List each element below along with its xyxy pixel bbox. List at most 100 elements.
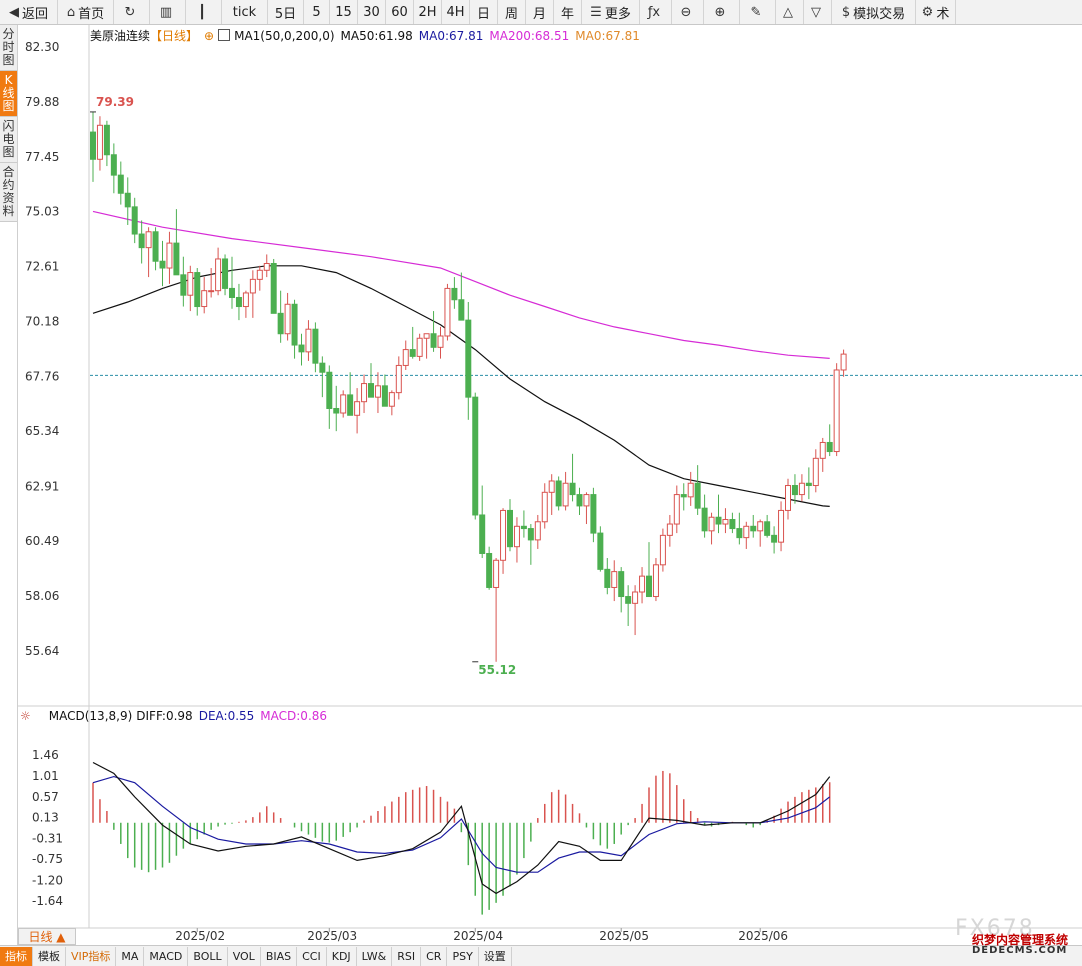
zoom-out-button[interactable]: ⊖	[672, 0, 704, 24]
candle	[541, 483, 548, 529]
period-label: 【日线】	[150, 29, 199, 43]
toolbar-button-9[interactable]: 30	[358, 0, 386, 24]
dollar-icon: $	[841, 4, 851, 20]
macd-settings-icon[interactable]: ☼	[20, 709, 31, 723]
candle-body	[513, 525, 520, 548]
indicator-tab-0[interactable]: 指标	[0, 946, 33, 966]
formula-button[interactable]: ƒx	[640, 0, 672, 24]
candle	[479, 485, 486, 559]
indicator-tab-3[interactable]: MA	[116, 946, 145, 966]
x-tick-label: 2025/05	[599, 929, 649, 943]
period-button[interactable]: 日线 ▲	[18, 928, 76, 945]
up-triangle-button[interactable]: △	[776, 0, 804, 24]
indicator-tab-2[interactable]: VIP指标	[66, 946, 117, 966]
candle	[423, 333, 430, 359]
candle-body	[416, 337, 423, 357]
x-tick-label: 2025/04	[453, 929, 503, 943]
indicator-tab-7[interactable]: BIAS	[261, 946, 298, 966]
candle-body	[694, 482, 701, 509]
macd-y-tick-label: -1.64	[32, 894, 63, 908]
chart-type-button[interactable]: ▥	[150, 0, 186, 24]
indicator-tab-14[interactable]: 设置	[479, 946, 512, 966]
toolbar-button-15[interactable]: 月	[526, 0, 554, 24]
indicator-tab-8[interactable]: CCI	[297, 946, 327, 966]
candle	[465, 302, 472, 420]
indicator-tab-11[interactable]: RSI	[392, 946, 422, 966]
toolbar-label: 月	[532, 6, 546, 22]
candle	[805, 467, 812, 500]
candle-body	[326, 371, 333, 409]
formula-icon: ƒx	[647, 4, 661, 20]
toolbar-button-7[interactable]: 5	[304, 0, 330, 24]
toolbar-button-1[interactable]: ⌂ 首页	[58, 0, 114, 24]
candle	[798, 474, 805, 502]
candle	[305, 320, 312, 361]
toolbar-button-8[interactable]: 15	[330, 0, 358, 24]
candle	[166, 231, 173, 284]
refresh-button[interactable]: ↻	[114, 0, 150, 24]
toolbar-button-12[interactable]: 4H	[442, 0, 470, 24]
toolbar-button-25[interactable]: ⚙ 术	[916, 0, 956, 24]
candle	[229, 256, 235, 309]
chart-svg[interactable]: 82.30 79.88 77.45 75.03 72.61 70.18 67.76 65.34…	[0, 0, 1082, 945]
down-triangle-button[interactable]: ▽	[804, 0, 832, 24]
candle	[500, 508, 507, 574]
candle	[110, 143, 117, 194]
zoom-in-button[interactable]: ⊕	[704, 0, 740, 24]
toolbar-button-24[interactable]: $ 模拟交易	[832, 0, 916, 24]
home-icon: ⌂	[66, 4, 76, 20]
indicator-tab-1[interactable]: 模板	[33, 946, 66, 966]
candle	[513, 517, 520, 563]
ma-edit-icon[interactable]	[218, 29, 231, 41]
macd-y-tick-label: 1.46	[32, 748, 59, 762]
candle-body	[659, 534, 666, 566]
candle-body	[451, 287, 458, 301]
toolbar-button-10[interactable]: 60	[386, 0, 414, 24]
toolbar-button-0[interactable]: ◀ 返回	[0, 0, 58, 24]
indicator-tab-5[interactable]: BOLL	[188, 946, 228, 966]
candle	[472, 392, 479, 520]
indicator-tab-12[interactable]: CR	[421, 946, 448, 966]
toolbar-button-13[interactable]: 日	[470, 0, 498, 24]
toolbar-button-16[interactable]: 年	[554, 0, 582, 24]
side-tab-2[interactable]: 闪电图	[0, 117, 17, 163]
ma200-line	[92, 210, 830, 359]
side-tab-0[interactable]: 分时图	[0, 25, 17, 71]
candle	[590, 487, 597, 543]
toolbar-button-5[interactable]: tick	[222, 0, 268, 24]
toolbar-label: 5日	[274, 6, 297, 22]
toolbar-button-14[interactable]: 周	[498, 0, 526, 24]
indicator-tab-6[interactable]: VOL	[228, 946, 261, 966]
toolbar-button-6[interactable]: 5日	[268, 0, 304, 24]
candle-body	[493, 559, 500, 588]
left-divider	[17, 25, 18, 945]
main-legend: 美原油连续【日线】 ⊕ MA1(50,0,200,0) MA50:61.98 MA0:6…	[90, 27, 646, 44]
candle	[451, 277, 458, 309]
candle-body	[618, 571, 625, 598]
indicator-tab-10[interactable]: LW&	[357, 946, 393, 966]
indicator-tab-4[interactable]: MACD	[144, 946, 189, 966]
candle-body	[625, 596, 632, 604]
side-tab-1[interactable]: K线图	[0, 71, 17, 117]
candle	[430, 311, 437, 352]
candle-body	[368, 383, 374, 398]
toolbar-label: 术	[936, 6, 950, 22]
candle	[395, 356, 402, 400]
settings-small-icon[interactable]: ⊕	[204, 29, 215, 43]
side-tab-3[interactable]: 合约资料	[0, 163, 17, 222]
toolbar-button-17[interactable]: ☰ 更多	[582, 0, 640, 24]
toolbar-button-11[interactable]: 2H	[414, 0, 442, 24]
indicator-tab-13[interactable]: PSY	[447, 946, 479, 966]
candle	[152, 227, 159, 271]
candle	[208, 268, 215, 298]
pen-button[interactable]: ✎	[740, 0, 776, 24]
toolbar-label: 日	[476, 6, 490, 22]
candle	[493, 558, 500, 662]
candle	[736, 512, 743, 545]
candle-button[interactable]: ┃	[186, 0, 222, 24]
toolbar: ◀ 返回 ⌂ 首页 ↻ ▥ ┃ tick 5日 5 15 30 60 2H 4H 日周月年 ☰ 更多 ƒx ⊖ ⊕ ✎ △ ▽…	[0, 0, 1082, 25]
ma-params: MA1(50,0,200,0)	[234, 29, 335, 43]
candle-body	[479, 514, 486, 554]
candle	[771, 526, 778, 554]
indicator-tab-9[interactable]: KDJ	[327, 946, 357, 966]
